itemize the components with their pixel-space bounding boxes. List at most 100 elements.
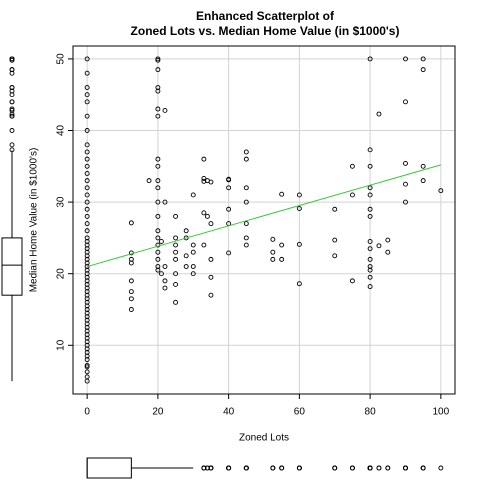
point (349, 192, 355, 198)
point (367, 274, 373, 280)
point (173, 242, 179, 248)
point (243, 156, 249, 162)
x-tick-label: 100 (433, 407, 450, 418)
point (349, 278, 355, 284)
box-outlier (385, 465, 391, 471)
point (367, 163, 373, 169)
point (226, 177, 232, 183)
point (84, 128, 90, 133)
point (403, 181, 408, 187)
point (173, 271, 179, 277)
point (183, 264, 189, 269)
point (367, 284, 373, 290)
point (84, 99, 90, 105)
point (84, 228, 90, 234)
box-outlier (9, 128, 15, 133)
point (376, 111, 382, 117)
y-tick-label: 50 (56, 53, 67, 65)
point (243, 185, 249, 191)
point (190, 249, 196, 255)
point (158, 271, 164, 277)
point (155, 199, 161, 205)
box-outlier (201, 465, 207, 471)
x-tick-label: 40 (223, 407, 235, 418)
point (173, 299, 179, 305)
point (84, 374, 90, 380)
point (367, 147, 373, 153)
point (155, 113, 161, 119)
point (226, 206, 232, 212)
point (155, 67, 161, 73)
point (155, 106, 161, 112)
point (155, 264, 161, 269)
point (84, 362, 90, 368)
box-outlier (9, 99, 15, 105)
box-outlier (208, 465, 214, 471)
point (296, 241, 302, 247)
point (243, 221, 249, 227)
point (420, 67, 426, 73)
point (173, 281, 179, 287)
box-outlier (403, 465, 408, 471)
point (162, 278, 168, 284)
point (84, 213, 90, 219)
box-outlier (243, 465, 249, 471)
point (243, 242, 249, 248)
point (155, 57, 161, 63)
point (173, 249, 179, 255)
point (84, 149, 90, 155)
point (204, 213, 210, 219)
point (420, 178, 426, 184)
box (86, 457, 132, 479)
point (155, 163, 161, 169)
point (84, 199, 90, 205)
point (162, 285, 168, 291)
point (243, 149, 249, 155)
point (128, 256, 134, 262)
point (173, 213, 179, 219)
point (183, 228, 189, 234)
point (367, 192, 373, 198)
point (296, 192, 302, 198)
box-outlier (9, 67, 15, 73)
point (162, 199, 168, 205)
point (84, 113, 90, 119)
point (162, 107, 168, 113)
point (84, 178, 90, 184)
point (279, 256, 285, 262)
point (84, 163, 90, 169)
x-tick-label: 20 (152, 407, 164, 418)
box-outlier (204, 465, 210, 471)
point (183, 253, 189, 259)
y-tick-label: 40 (56, 124, 67, 136)
y-tick-label: 10 (56, 339, 67, 351)
point (190, 192, 196, 198)
box-outlier (349, 465, 355, 471)
box-outlier (420, 465, 426, 471)
point (190, 242, 196, 248)
point (146, 178, 152, 184)
point (190, 271, 196, 277)
point (208, 179, 214, 185)
x-axis-label: Zoned Lots (239, 433, 289, 444)
point (84, 92, 90, 98)
point (367, 56, 373, 62)
point (270, 256, 276, 262)
x-tick-label: 60 (294, 407, 306, 418)
point (128, 296, 134, 302)
point (201, 176, 207, 181)
box-outlier (9, 111, 15, 117)
point (162, 264, 168, 269)
x-tick-label: 80 (365, 407, 377, 418)
point (208, 292, 214, 298)
point (403, 56, 408, 62)
point (332, 253, 338, 259)
point (376, 243, 382, 249)
point (155, 56, 161, 62)
point (349, 163, 355, 169)
point (84, 221, 90, 227)
fit-line (87, 164, 441, 268)
box-outlier (438, 465, 444, 471)
point (155, 85, 161, 90)
